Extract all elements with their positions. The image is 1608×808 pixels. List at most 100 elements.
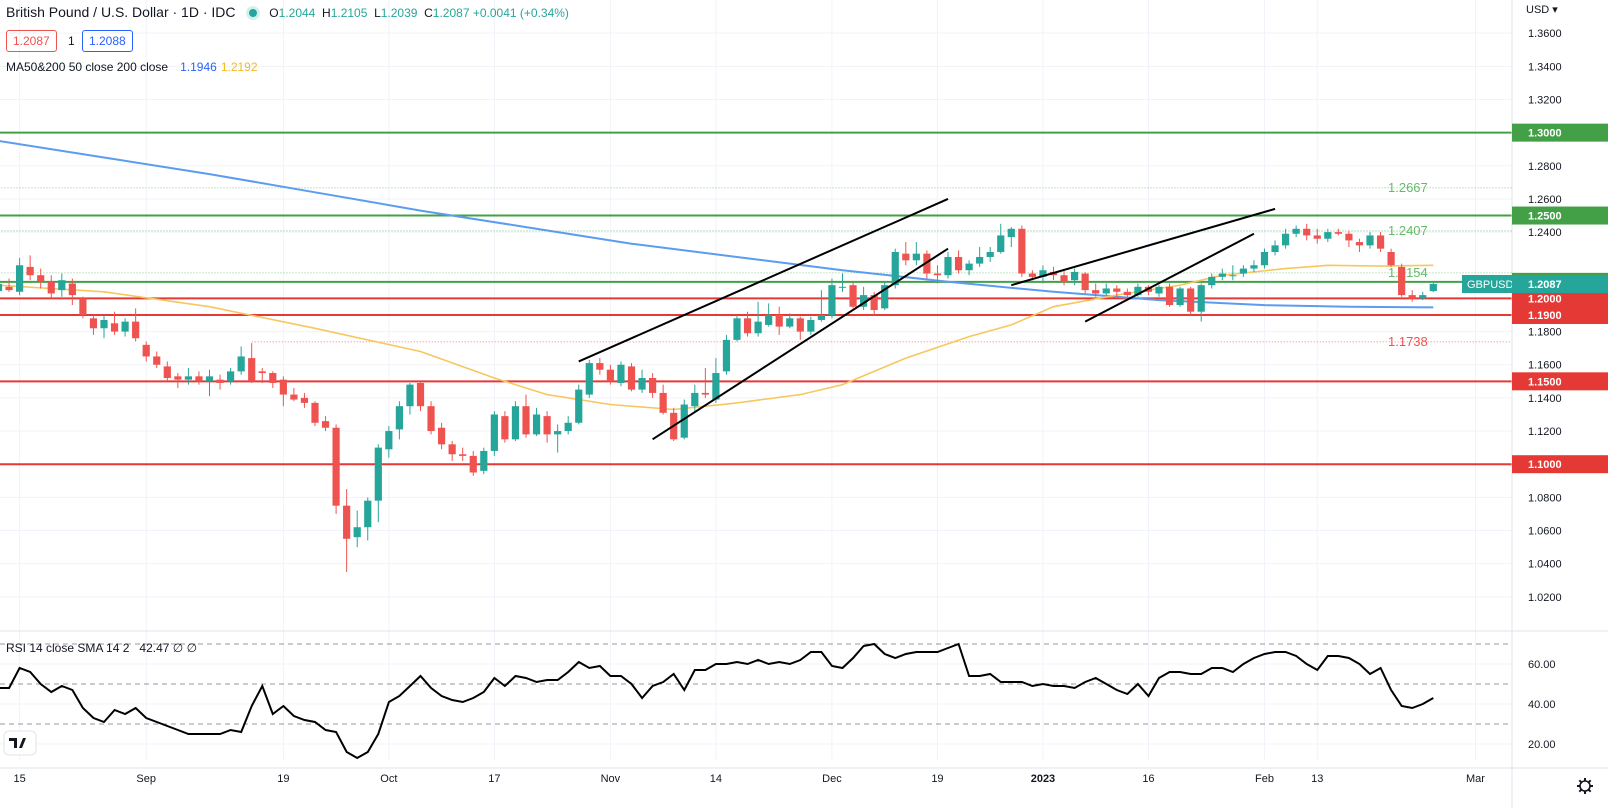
- candle-body: [680, 404, 688, 438]
- candle-body: [406, 384, 414, 407]
- candle-body: [786, 318, 794, 327]
- candle-body: [1260, 252, 1269, 266]
- candle-body: [1123, 291, 1131, 296]
- candle-body: [564, 422, 572, 432]
- candle-body: [1387, 252, 1395, 266]
- candle-body: [1060, 275, 1068, 282]
- candle-body: [1324, 232, 1332, 239]
- candle-body: [1429, 283, 1437, 292]
- candle-body: [997, 235, 1005, 252]
- candle-body: [480, 450, 488, 471]
- candle-body: [712, 373, 720, 400]
- close-value: 1.2087: [432, 6, 470, 20]
- candle-body: [1282, 233, 1290, 246]
- currency-selector[interactable]: USD ▾: [1526, 4, 1558, 16]
- candle-body: [279, 379, 287, 395]
- price-tick-label: 1.0600: [1528, 526, 1562, 538]
- candle-body: [248, 358, 256, 382]
- candle-body: [237, 356, 245, 372]
- price-tick-label: 1.0800: [1528, 492, 1562, 504]
- ask-price-button[interactable]: 1.2088: [82, 30, 133, 52]
- candle-body: [838, 286, 847, 288]
- level-price-label: 1.1900: [1528, 310, 1562, 322]
- fib-level-label: 1.1738: [1388, 334, 1428, 349]
- bid-price-button[interactable]: 1.2087: [6, 30, 57, 52]
- trendline: [652, 247, 949, 441]
- candle-body: [343, 505, 351, 539]
- ma200-line: [0, 140, 1434, 309]
- candle-body: [701, 392, 709, 395]
- level-price-box: [1512, 455, 1608, 474]
- trendline: [1084, 232, 1255, 323]
- level-price-label: 1.1000: [1528, 459, 1562, 471]
- candle-body: [933, 273, 942, 276]
- candle-body: [817, 315, 825, 320]
- change-value: +0.0041 (+0.34%): [472, 6, 569, 20]
- candle-body: [1313, 235, 1321, 239]
- candle-body: [891, 252, 899, 286]
- price-tick-label: 1.3600: [1528, 28, 1562, 40]
- candle-body: [374, 447, 382, 501]
- time-tick-label: 16: [1142, 773, 1154, 785]
- candle-body: [849, 285, 857, 307]
- candle-body: [332, 427, 340, 506]
- candle-body: [986, 252, 994, 257]
- price-tick-label: 1.2400: [1528, 227, 1562, 239]
- candle-body: [659, 392, 667, 413]
- candle-body: [121, 321, 129, 332]
- candle-body: [58, 280, 66, 291]
- price-tick-label: 1.1800: [1528, 327, 1562, 339]
- candle-body: [1398, 266, 1406, 296]
- candle-body: [1292, 228, 1300, 234]
- candle-body: [0, 283, 3, 292]
- candle-body: [1250, 265, 1258, 269]
- candle-body: [691, 392, 699, 407]
- time-tick-label: 19: [277, 773, 289, 785]
- time-tick-label: 17: [488, 773, 500, 785]
- candle-body: [1208, 276, 1216, 286]
- candle-body: [1007, 228, 1015, 238]
- trendline: [1011, 207, 1276, 287]
- ma-legend[interactable]: MA50&200 50 close 200 close 1.1946 1.2192: [6, 60, 258, 74]
- price-tick-label: 1.2600: [1528, 194, 1562, 206]
- candle-body: [153, 356, 161, 365]
- rsi-tick-label: 60.00: [1528, 659, 1556, 671]
- level-price-box: [1512, 372, 1608, 391]
- candle-body: [1092, 290, 1100, 294]
- settings-gear-icon: [1577, 778, 1593, 794]
- candle-body: [754, 321, 762, 334]
- candle-body: [1218, 273, 1226, 277]
- candle-body: [47, 281, 55, 294]
- price-tick-label: 1.1600: [1528, 360, 1562, 372]
- grid-lines: [0, 0, 1512, 760]
- level-price-box: [1512, 206, 1608, 225]
- time-tick-label: 15: [13, 773, 25, 785]
- candle-body: [1197, 285, 1205, 312]
- candle-body: [923, 253, 931, 274]
- trendlines: [578, 198, 1276, 441]
- time-tick-label: 13: [1311, 773, 1323, 785]
- candle-body: [1102, 288, 1110, 294]
- candle-body: [290, 394, 298, 400]
- candle-body: [459, 454, 467, 456]
- candle-body: [532, 414, 541, 435]
- candle-body: [1303, 228, 1311, 236]
- candle-body: [5, 286, 13, 291]
- candle-body: [860, 295, 868, 307]
- candle-body: [743, 318, 752, 334]
- candle-body: [881, 285, 889, 309]
- last-price-label: 1.2087: [1528, 279, 1562, 291]
- candle-body: [1081, 273, 1089, 291]
- high-value: 1.2105: [330, 6, 368, 20]
- candle-body: [1334, 232, 1342, 234]
- symbol-title[interactable]: British Pound / U.S. Dollar · 1D · IDC: [6, 4, 236, 20]
- market-open-icon: [249, 8, 258, 17]
- candle-body: [807, 319, 815, 332]
- candle-body: [1018, 228, 1026, 274]
- candle-body: [596, 363, 604, 370]
- candle-body: [395, 406, 403, 430]
- rsi-legend[interactable]: RSI 14 close SMA 14 2 42.47 ∅ ∅: [6, 641, 197, 655]
- price-tick-label: 1.3400: [1528, 61, 1562, 73]
- fib-level-label: 1.2667: [1388, 180, 1428, 195]
